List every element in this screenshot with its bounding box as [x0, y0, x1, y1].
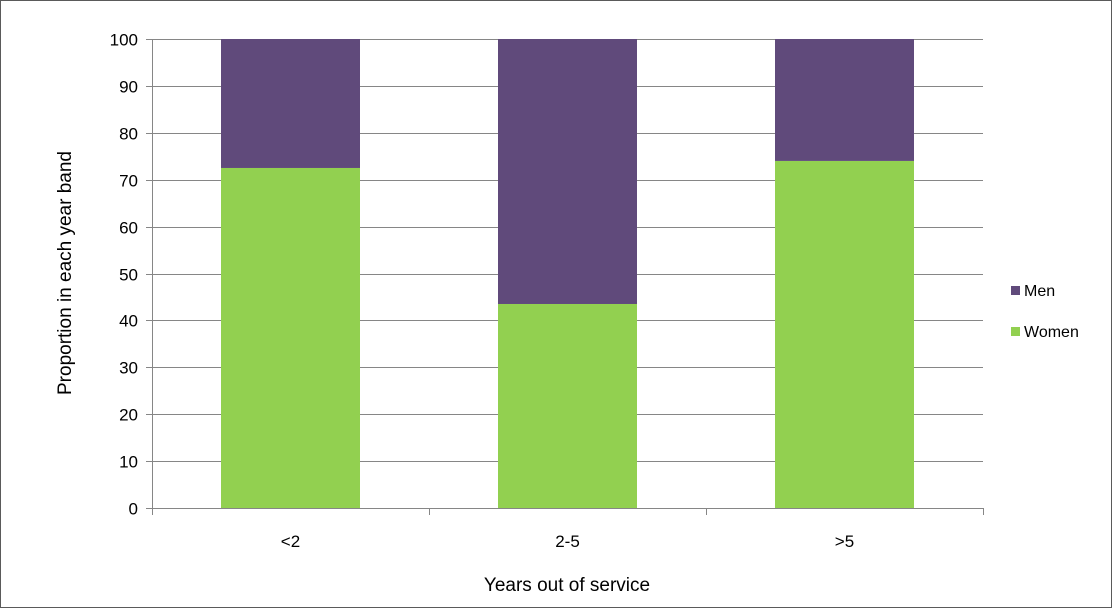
y-tick-label: 40: [119, 312, 138, 331]
x-tick-label: >5: [835, 532, 854, 551]
y-axis-title: Proportion in each year band: [55, 151, 76, 395]
bar-women-1: [498, 303, 637, 508]
legend-swatch-women: [1011, 327, 1020, 336]
x-tick-label: 2-5: [555, 532, 580, 551]
legend-swatch-men: [1011, 286, 1020, 295]
bar-women-2: [775, 160, 914, 508]
y-tick-label: 20: [119, 406, 138, 425]
y-tick-label: 10: [119, 453, 138, 472]
y-tick-label: 0: [129, 500, 138, 519]
bar-men-1: [498, 39, 637, 304]
bar-women-0: [221, 167, 360, 508]
bars: [221, 39, 914, 508]
y-tick-label: 80: [119, 125, 138, 144]
y-tick-label: 50: [119, 266, 138, 285]
legend: Men Women: [1011, 283, 1079, 341]
bar-men-2: [775, 39, 914, 161]
x-tick-label: <2: [281, 532, 300, 551]
axes: 0 10 20 30 40 50 60 70 80 90 100 <2 2-5 >5: [110, 31, 984, 551]
y-tick-label: 70: [119, 172, 138, 191]
x-axis-title: Years out of service: [484, 575, 650, 596]
y-tick-label: 30: [119, 359, 138, 378]
legend-label-men: Men: [1024, 283, 1055, 300]
y-tick-label: 90: [119, 78, 138, 97]
y-tick-label: 100: [110, 31, 138, 50]
y-tick-label: 60: [119, 219, 138, 238]
legend-label-women: Women: [1024, 324, 1079, 341]
bar-men-0: [221, 39, 360, 168]
